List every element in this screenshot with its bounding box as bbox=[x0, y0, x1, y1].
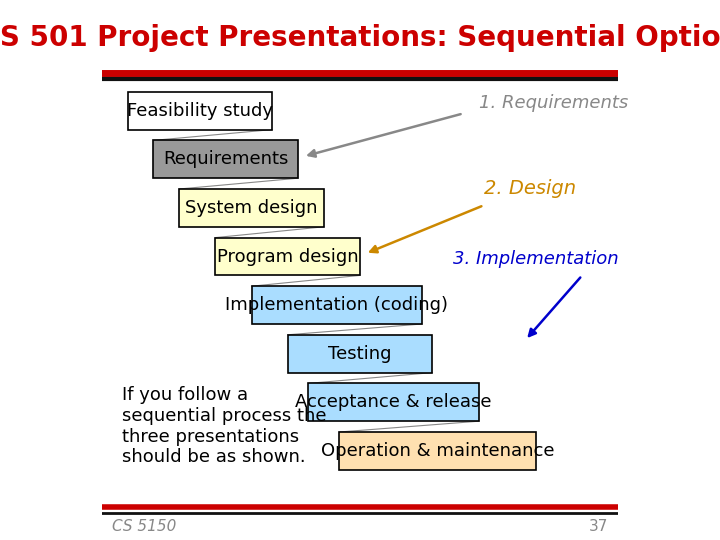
FancyBboxPatch shape bbox=[288, 335, 432, 373]
Text: Feasibility study: Feasibility study bbox=[127, 102, 273, 120]
Text: 37: 37 bbox=[589, 519, 608, 534]
FancyBboxPatch shape bbox=[251, 286, 422, 324]
FancyBboxPatch shape bbox=[127, 92, 272, 130]
Text: 3. Implementation: 3. Implementation bbox=[453, 250, 618, 268]
Text: CS 501 Project Presentations: Sequential Option: CS 501 Project Presentations: Sequential… bbox=[0, 24, 720, 52]
Text: 1. Requirements: 1. Requirements bbox=[479, 93, 628, 112]
Text: If you follow a
sequential process the
three presentations
should be as shown.: If you follow a sequential process the t… bbox=[122, 386, 327, 467]
Text: Acceptance & release: Acceptance & release bbox=[295, 393, 492, 411]
Text: Implementation (coding): Implementation (coding) bbox=[225, 296, 449, 314]
Text: Requirements: Requirements bbox=[163, 150, 289, 168]
FancyBboxPatch shape bbox=[215, 238, 360, 275]
FancyBboxPatch shape bbox=[339, 432, 536, 470]
Text: System design: System design bbox=[185, 199, 318, 217]
Text: 2. Design: 2. Design bbox=[484, 179, 576, 199]
FancyBboxPatch shape bbox=[153, 140, 298, 178]
Text: Testing: Testing bbox=[328, 345, 392, 363]
Text: Operation & maintenance: Operation & maintenance bbox=[320, 442, 554, 460]
FancyBboxPatch shape bbox=[308, 383, 479, 421]
Text: Program design: Program design bbox=[217, 247, 359, 266]
Text: CS 5150: CS 5150 bbox=[112, 519, 176, 534]
FancyBboxPatch shape bbox=[179, 189, 324, 227]
